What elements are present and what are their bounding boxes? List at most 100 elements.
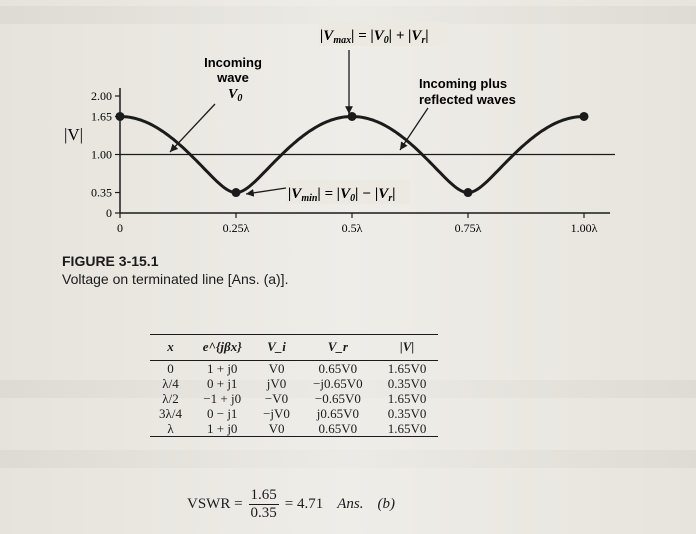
table-cell: −jV0 bbox=[263, 406, 290, 421]
x-tick-label: 0.25λ bbox=[223, 221, 250, 235]
label-backdrop bbox=[319, 22, 447, 46]
annotation-v0: V0 bbox=[228, 87, 242, 104]
table-cell: 1.65V0 bbox=[387, 421, 427, 436]
annotation-vmin: |Vmin| = |V0| − |Vr| bbox=[245, 180, 410, 204]
x-tick-label: 0 bbox=[117, 221, 123, 235]
t: r bbox=[388, 193, 392, 204]
data-point bbox=[579, 111, 589, 121]
table-cell: −j0.65V0 bbox=[313, 376, 363, 391]
t: | − |V bbox=[355, 186, 390, 202]
table-cell: 0 − j1 bbox=[206, 406, 238, 421]
y-tick-label: 2.00 bbox=[91, 89, 112, 103]
col-header: V_i bbox=[267, 339, 286, 354]
table-cell: j0.65V0 bbox=[316, 406, 359, 421]
table-cell: 0 + j1 bbox=[206, 376, 238, 391]
y-axis-label: |V| bbox=[64, 125, 83, 144]
t: |V bbox=[288, 186, 303, 202]
table-cell: 3λ/4 bbox=[159, 406, 182, 421]
annotation-line: Incoming bbox=[204, 55, 262, 70]
data-point bbox=[231, 188, 241, 198]
figure-caption-text: Voltage on terminated line [Ans. (a)]. bbox=[62, 271, 289, 287]
y-tick-label: 0 bbox=[106, 206, 112, 220]
vmin-formula: |Vmin| = |V0| − |Vr| bbox=[288, 186, 396, 204]
t: | bbox=[425, 28, 428, 44]
vswr-part: (b) bbox=[377, 496, 396, 512]
annotation-arrow bbox=[169, 103, 216, 153]
annotation-arrow bbox=[399, 107, 429, 151]
table-cell: V0 bbox=[268, 421, 285, 436]
t: 0 bbox=[384, 35, 389, 46]
vswr-label: VSWR = bbox=[187, 496, 243, 512]
t: | = |V bbox=[351, 28, 386, 44]
voltage-chart: 0 0.35 1.00 1.65 2.00 0 0.25λ 0.5λ 0.75λ 1.00λ |… bbox=[64, 22, 615, 235]
t: | = |V bbox=[317, 186, 352, 202]
table-cell: λ/2 bbox=[162, 391, 179, 406]
annotation-arrow bbox=[245, 187, 287, 197]
t: min bbox=[301, 193, 318, 204]
t: |V bbox=[320, 28, 335, 44]
table-cell: V0 bbox=[268, 361, 285, 376]
data-table: x e^{jβx} V_i V_r |V| 0 1 + j0 V0 0.65V0 1.6… bbox=[150, 334, 438, 437]
data-table-wrap: x e^{jβx} V_i V_r |V| 0 1 + j0 V0 0.65V0 1.6… bbox=[150, 334, 450, 437]
sub: 0 bbox=[237, 93, 242, 104]
bleed-through-text bbox=[0, 380, 696, 398]
table-body: 0 1 + j0 V0 0.65V0 1.65V0 λ/4 0 + j1 jV0 −j0.65V… bbox=[150, 361, 438, 437]
vswr-numerator: 1.65 bbox=[248, 487, 279, 505]
bleed-through-text bbox=[0, 6, 696, 24]
table-row: 3λ/4 0 − j1 −jV0 j0.65V0 0.35V0 bbox=[150, 406, 438, 421]
x-tick-label: 1.00λ bbox=[571, 221, 598, 235]
vswr-fraction: 1.65 0.35 bbox=[248, 487, 279, 522]
annotation-vmax: |Vmax| = |V0| + |Vr| bbox=[319, 22, 447, 114]
v: V bbox=[228, 87, 239, 102]
table-cell: 0.65V0 bbox=[318, 361, 358, 376]
table-cell: 0.65V0 bbox=[318, 421, 358, 436]
table-cell: 0.35V0 bbox=[387, 376, 427, 391]
table-header: x e^{jβx} V_i V_r |V| bbox=[150, 334, 438, 361]
col-header: |V| bbox=[399, 339, 415, 354]
vswr-denominator: 0.35 bbox=[250, 505, 277, 521]
annotation-incoming-wave: Incoming wave V0 bbox=[169, 55, 262, 153]
figure-number: FIGURE 3-15.1 bbox=[62, 253, 159, 269]
table-cell: −V0 bbox=[264, 391, 289, 406]
table-cell: −1 + j0 bbox=[203, 391, 242, 406]
table-cell: 1 + j0 bbox=[206, 361, 238, 376]
data-point bbox=[463, 188, 473, 198]
annotation-line: reflected waves bbox=[419, 92, 516, 107]
t: r bbox=[421, 35, 425, 46]
bleed-through-text bbox=[0, 450, 696, 468]
vswr-result: = 4.71 bbox=[284, 496, 324, 512]
table-row: λ/4 0 + j1 jV0 −j0.65V0 0.35V0 bbox=[150, 376, 438, 391]
data-point bbox=[347, 111, 357, 121]
table-cell: 0.35V0 bbox=[387, 406, 427, 421]
table-cell: λ bbox=[167, 421, 174, 436]
label-backdrop bbox=[286, 180, 410, 204]
table-cell: −0.65V0 bbox=[314, 391, 361, 406]
table-cell: 0 bbox=[167, 361, 174, 376]
table-cell: 1.65V0 bbox=[387, 361, 427, 376]
y-axis-ticks: 0 0.35 1.00 1.65 2.00 bbox=[91, 89, 120, 220]
table-cell: 1 + j0 bbox=[206, 421, 238, 436]
t: | + |V bbox=[389, 28, 424, 44]
data-point bbox=[115, 111, 125, 121]
y-tick-label: 1.00 bbox=[91, 148, 112, 162]
t: 0 bbox=[350, 193, 355, 204]
annotation-line: wave bbox=[216, 70, 249, 85]
y-tick-label: 0.35 bbox=[91, 186, 112, 200]
t: max bbox=[333, 35, 351, 46]
chart-points bbox=[115, 111, 589, 198]
col-header: x bbox=[167, 339, 174, 354]
t: | bbox=[392, 186, 395, 202]
annotation-reflected: Incoming plus reflected waves bbox=[399, 76, 516, 151]
x-tick-label: 0.75λ bbox=[455, 221, 482, 235]
table-cell: λ/4 bbox=[162, 376, 179, 391]
vmax-formula: |Vmax| = |V0| + |Vr| bbox=[320, 28, 429, 46]
table-row: 0 1 + j0 V0 0.65V0 1.65V0 bbox=[150, 361, 438, 377]
annotation-line: Incoming plus bbox=[419, 76, 507, 91]
x-tick-label: 0.5λ bbox=[342, 221, 363, 235]
vswr-ans: Ans. bbox=[337, 496, 364, 512]
col-header: V_r bbox=[327, 339, 348, 354]
table-cell: jV0 bbox=[266, 376, 287, 391]
x-axis-ticks: 0 0.25λ 0.5λ 0.75λ 1.00λ bbox=[117, 213, 598, 235]
col-header: e^{jβx} bbox=[202, 339, 242, 354]
